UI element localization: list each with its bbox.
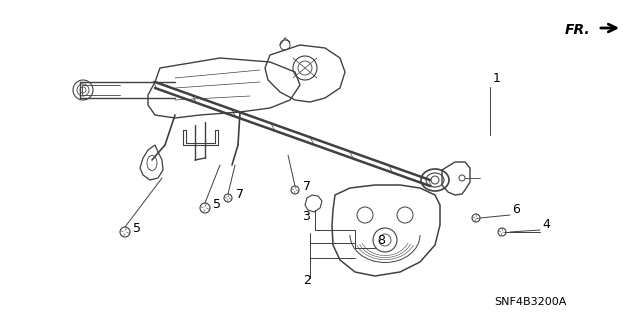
Text: 2: 2	[303, 274, 311, 287]
Text: 4: 4	[542, 218, 550, 231]
Text: SNF4B3200A: SNF4B3200A	[494, 297, 566, 307]
Text: 7: 7	[236, 188, 244, 201]
Text: 6: 6	[512, 203, 520, 216]
Text: 5: 5	[133, 222, 141, 235]
Text: 1: 1	[493, 72, 501, 85]
Text: 3: 3	[302, 210, 310, 223]
Text: 5: 5	[213, 198, 221, 211]
Text: FR.: FR.	[564, 23, 590, 37]
Text: 7: 7	[303, 180, 311, 193]
Text: 8: 8	[377, 234, 385, 247]
